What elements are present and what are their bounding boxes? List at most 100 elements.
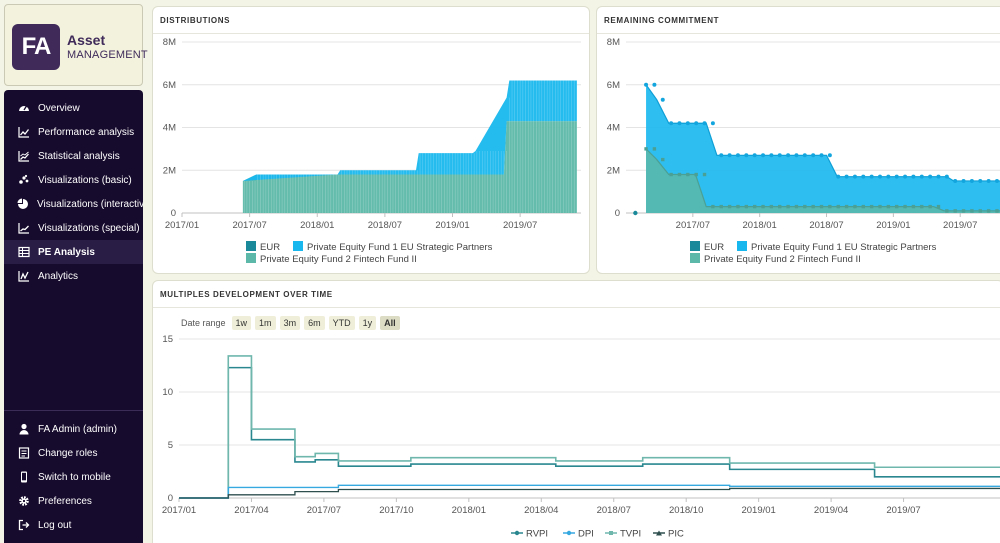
data-point-fund1 [677,121,682,126]
x-tick-label: 2017/07 [232,220,266,231]
app-logo[interactable]: FA Asset MANAGEMENT [4,4,148,86]
panel-title: REMAINING COMMITMENT [604,16,720,25]
data-point-fund2 [953,209,957,213]
sidebar: Overview Performance analysis Statistica… [4,90,143,543]
data-point-fund2 [677,172,682,177]
data-point-fund2 [761,204,765,209]
y-tick-label: 6M [163,80,176,91]
data-point-fund2 [661,157,665,162]
sidebar-item-label: PE Analysis [38,246,95,258]
sidebar-item-label: Performance analysis [38,126,135,138]
data-point-fund2 [803,204,807,209]
range-button-1y[interactable]: 1y [358,316,377,330]
y-tick-label: 15 [162,334,173,345]
legend-swatch [690,253,700,263]
sidebar-item-visualizations-basic[interactable]: Visualizations (basic) [4,168,143,192]
analytics-icon [17,270,30,283]
x-tick-label: 2018/01 [300,220,334,231]
data-point-fund2 [744,204,749,209]
y-tick-label: 0 [168,493,173,504]
data-point-fund1 [886,174,891,179]
sidebar-item-user[interactable]: FA Admin (admin) [4,417,143,441]
y-tick-label: 2M [607,165,620,176]
sidebar-divider [4,410,143,411]
legend-label: RVPI [526,529,548,540]
multiples-chart[interactable]: 0 5 10 15 2017/01 2017/04 2017/07 2017/10 2018/0… [153,281,1000,543]
data-point-fund2 [878,204,882,209]
sidebar-item-switch-to-mobile[interactable]: Switch to mobile [4,465,143,489]
sidebar-item-change-roles[interactable]: Change roles [4,441,143,465]
mobile-icon [17,471,30,484]
data-point-fund2 [644,147,648,151]
data-point-fund1 [802,153,807,158]
x-tick-label: 2018/04 [524,505,558,516]
logo-title: Asset [67,32,106,48]
data-point-fund2 [694,172,698,177]
data-point-fund2 [686,172,690,177]
x-tick-label: 2019/07 [503,220,537,231]
data-point-fund2 [945,209,949,213]
range-button-1w[interactable]: 1w [231,316,252,330]
data-point-fund2 [928,204,932,209]
panel-title: DISTRIBUTIONS [160,16,231,25]
data-point-fund2 [961,209,966,213]
data-point-fund1 [969,178,974,183]
panel-divider [153,33,589,34]
distributions-chart[interactable]: 0 2M 4M 6M 8M 2017/01 2017/07 2018/01 2018/07 201… [153,7,590,274]
data-point-fund1 [652,82,657,87]
multiples-panel: MULTIPLES DEVELOPMENT OVER TIME Date ran… [152,280,1000,543]
sidebar-item-analytics[interactable]: Analytics [4,264,143,288]
y-tick-label: 4M [163,123,176,134]
sidebar-item-visualizations-special[interactable]: Visualizations (special) [4,216,143,240]
sidebar-item-visualizations-interactive[interactable]: Visualizations (interactive) [4,192,143,216]
series-area-fund1 [242,80,577,181]
range-button-1m[interactable]: 1m [255,316,276,330]
remaining-commitment-chart[interactable]: 0 2M 4M 6M 8M 2017/07 2018/01 2018/07 2019/01 201… [597,7,1000,274]
x-tick-label: 2018/01 [452,505,486,516]
data-point-fund1 [836,174,841,179]
sidebar-item-overview[interactable]: Overview [4,96,143,120]
legend-label: EUR [704,242,724,253]
data-point-fund2 [769,204,774,209]
data-point-fund1 [978,178,983,183]
y-tick-label: 5 [168,440,173,451]
range-button-3m[interactable]: 3m [279,316,301,330]
date-range-label: Date range [181,318,226,328]
y-tick-label: 0 [171,208,176,219]
data-point-fund1 [894,174,899,179]
legend-marker [514,530,520,536]
range-button-6m[interactable]: 6m [304,316,325,330]
range-button-ytd[interactable]: YTD [328,316,355,330]
sidebar-item-pe-analysis[interactable]: PE Analysis [4,240,143,264]
sidebar-item-statistical-analysis[interactable]: Statistical analysis [4,144,143,168]
x-tick-label: 2019/01 [435,220,469,231]
x-tick-label: 2019/07 [886,505,920,516]
data-point-fund1 [786,153,791,158]
x-tick-label: 2017/07 [307,505,341,516]
data-point-fund2 [836,204,840,209]
data-point-fund1 [869,174,874,179]
data-point-fund2 [936,204,941,209]
stats-icon [17,150,30,163]
sidebar-item-label: Analytics [38,270,79,282]
legend-swatch [246,241,256,251]
data-point-fund1 [819,153,824,158]
data-point-fund1 [752,153,757,158]
user-icon [17,423,30,436]
sidebar-item-log-out[interactable]: Log out [4,513,143,537]
data-point-fund2 [911,204,916,209]
logout-icon [17,519,30,532]
sidebar-item-performance-analysis[interactable]: Performance analysis [4,120,143,144]
data-point-fund1 [844,174,849,179]
data-point-fund1 [794,153,799,158]
data-point-fund2 [819,204,824,209]
sidebar-item-preferences[interactable]: Preferences [4,489,143,513]
data-point-fund2 [786,204,790,209]
range-button-all[interactable]: All [380,316,400,330]
series-area-fund1 [646,84,1000,213]
sidebar-item-label: Visualizations (basic) [38,174,132,186]
legend-swatch [246,253,256,263]
legend-swatch [690,241,700,251]
panel-divider [153,307,1000,308]
legend-swatch [293,241,303,251]
